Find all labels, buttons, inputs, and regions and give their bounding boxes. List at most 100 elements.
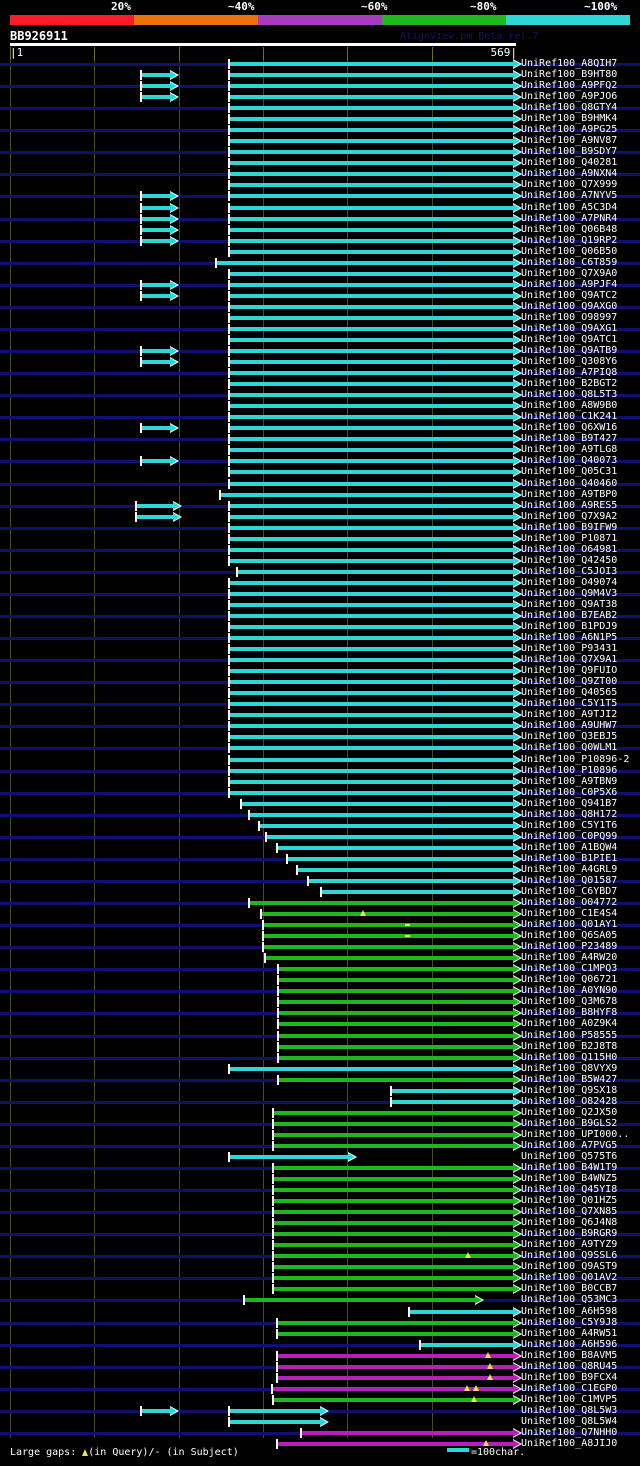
hit-bar[interactable] [274, 1265, 513, 1270]
alignment-row[interactable]: UniRef100_B9FCX4 [0, 1371, 640, 1384]
hit-label[interactable]: UniRef100_B2BGT2 [521, 378, 618, 390]
hit-label[interactable]: UniRef100_Q308Y6 [521, 356, 618, 368]
hit-label[interactable]: UniRef100_Q575T6 [521, 1150, 618, 1162]
alignment-row[interactable]: UniRef100_A1BQW4 [0, 842, 640, 854]
hit-bar[interactable] [230, 437, 513, 442]
hit-label[interactable]: UniRef100_Q7X9A2 [521, 510, 618, 522]
hit-label[interactable]: UniRef100_A7NYV5 [521, 190, 618, 202]
hit-bar-secondary[interactable] [137, 514, 173, 519]
hit-label[interactable]: UniRef100_Q01HZ5 [521, 1195, 618, 1207]
hit-bar[interactable] [230, 514, 513, 519]
hit-bar[interactable] [230, 293, 513, 298]
hit-label[interactable]: UniRef100_Q7X9A1 [521, 654, 618, 666]
alignment-row[interactable]: UniRef100_A7NYV5 [0, 190, 640, 202]
hit-label[interactable]: UniRef100_C5Y9J8 [521, 1316, 618, 1328]
hit-bar[interactable] [230, 415, 513, 420]
hit-bar[interactable] [279, 1033, 513, 1038]
hit-bar[interactable] [392, 1099, 513, 1104]
hit-label[interactable]: UniRef100_Q115H0 [521, 1051, 618, 1063]
hit-bar[interactable] [288, 856, 513, 861]
hit-label[interactable]: UniRef100_A9TLG8 [521, 444, 618, 456]
alignment-row[interactable]: UniRef100_Q575T6 [0, 1150, 640, 1163]
hit-label[interactable]: UniRef100_B9FCX4 [521, 1371, 618, 1383]
hit-bar-secondary[interactable] [230, 1408, 320, 1413]
hit-label[interactable]: UniRef100_C6YBD7 [521, 886, 618, 897]
hit-bar[interactable] [274, 1188, 513, 1193]
hit-label[interactable]: UniRef100_Q19RP2 [521, 234, 618, 246]
hit-bar[interactable] [274, 1132, 513, 1137]
hit-label[interactable]: UniRef100_B9HMK4 [521, 113, 618, 125]
alignment-row[interactable]: UniRef100_C1E4S4 [0, 908, 640, 920]
alignment-row[interactable]: UniRef100_Q9SSL6 [0, 1250, 640, 1262]
hit-bar[interactable] [230, 216, 513, 221]
alignment-row[interactable]: UniRef100_A5C3D4 [0, 201, 640, 214]
alignment-row[interactable]: UniRef100_O82428 [0, 1096, 640, 1108]
hit-bar[interactable] [230, 680, 513, 685]
hit-bar[interactable] [266, 956, 513, 961]
hit-bar[interactable] [230, 625, 513, 630]
alignment-row[interactable]: UniRef100_Q9M4V3 [0, 588, 640, 600]
hit-bar[interactable] [230, 282, 513, 287]
hit-label[interactable]: UniRef100_Q06B50 [521, 245, 618, 257]
hit-bar[interactable] [230, 724, 513, 729]
alignment-row[interactable]: UniRef100_Q8H172 [0, 809, 640, 821]
hit-label[interactable]: UniRef100_A9NV87 [521, 135, 618, 147]
hit-bar[interactable] [230, 205, 513, 210]
hit-label[interactable]: UniRef100_Q8GTY4 [521, 102, 618, 114]
hit-label[interactable]: UniRef100_A9PJF4 [521, 278, 618, 290]
hit-bar[interactable] [274, 1232, 513, 1237]
hit-label[interactable]: UniRef100_B9IFW9 [521, 521, 618, 533]
alignment-row[interactable]: UniRef100_Q40565 [0, 687, 640, 699]
hit-bar[interactable] [230, 669, 513, 674]
hit-bar-secondary[interactable] [142, 282, 170, 287]
hit-bar[interactable] [230, 735, 513, 740]
hit-bar[interactable] [230, 117, 513, 122]
hit-label[interactable]: UniRef100_B1PIE1 [521, 852, 618, 864]
alignment-row[interactable]: UniRef100_Q9SX18 [0, 1085, 640, 1097]
hit-bar[interactable] [274, 1243, 513, 1248]
alignment-row[interactable]: UniRef100_Q8L5W3 [0, 1405, 640, 1417]
hit-label[interactable]: UniRef100_Q06721 [521, 974, 618, 986]
alignment-row[interactable]: UniRef100_C0PQ99 [0, 831, 640, 843]
alignment-row[interactable]: UniRef100_P93431 [0, 643, 640, 655]
alignment-row[interactable]: UniRef100_Q7X9A1 [0, 654, 640, 666]
hit-label[interactable]: UniRef100_B4W1T9 [521, 1162, 618, 1173]
alignment-row[interactable]: UniRef100_A7PIQ8 [0, 367, 640, 379]
hit-bar[interactable] [230, 614, 513, 618]
alignment-row[interactable]: UniRef100_Q06B48 [0, 223, 640, 236]
hit-label[interactable]: UniRef100_Q42450 [521, 554, 618, 566]
hit-bar[interactable] [230, 139, 513, 144]
hit-label[interactable]: UniRef100_A5C3D4 [521, 201, 618, 213]
hit-label[interactable]: UniRef100_Q01AV2 [521, 1272, 618, 1284]
alignment-row[interactable]: UniRef100_C0P5X6 [0, 787, 640, 799]
hit-bar[interactable] [230, 481, 513, 486]
alignment-row[interactable]: UniRef100_A9TBP0 [0, 489, 640, 501]
hit-bar[interactable] [274, 1254, 513, 1259]
hit-label[interactable]: UniRef100_C1MVP5 [521, 1393, 618, 1405]
hit-bar[interactable] [230, 271, 513, 276]
hit-bar[interactable] [230, 768, 513, 773]
hit-label[interactable]: UniRef100_C1K241 [521, 411, 618, 423]
hit-bar[interactable] [230, 371, 513, 376]
hit-label[interactable]: UniRef100_A7PVG5 [521, 1139, 618, 1151]
hit-label[interactable]: UniRef100_Q7XN85 [521, 1206, 618, 1218]
alignment-row[interactable]: UniRef100_Q9ATC2 [0, 290, 640, 302]
hit-label[interactable]: UniRef100_Q06B48 [521, 223, 618, 235]
hit-label[interactable]: UniRef100_Q40460 [521, 477, 618, 489]
hit-bar[interactable] [274, 1110, 513, 1115]
hit-label[interactable]: UniRef100_A8QIH7 [521, 58, 618, 69]
hit-bar[interactable] [279, 1011, 513, 1016]
hit-label[interactable]: UniRef100_Q9ATC1 [521, 334, 618, 345]
hit-label[interactable]: UniRef100_A9PJO6 [521, 91, 618, 103]
alignment-row[interactable]: UniRef100_A4RW20 [0, 952, 640, 964]
hit-label[interactable]: UniRef100_Q7X9A0 [521, 267, 618, 279]
alignment-row[interactable]: UniRef100_B8AVM5 [0, 1350, 640, 1362]
hit-bar[interactable] [142, 1408, 170, 1413]
alignment-row[interactable]: UniRef100_Q8GTY4 [0, 102, 640, 114]
hit-label[interactable]: UniRef100_Q3M678 [521, 996, 618, 1008]
hit-label[interactable]: UniRef100_Q9AXG1 [521, 322, 618, 334]
hit-bar[interactable] [238, 569, 513, 574]
hit-bar[interactable] [274, 1276, 513, 1281]
alignment-row[interactable]: UniRef100_P23489 [0, 941, 640, 953]
hit-bar[interactable] [230, 636, 513, 641]
